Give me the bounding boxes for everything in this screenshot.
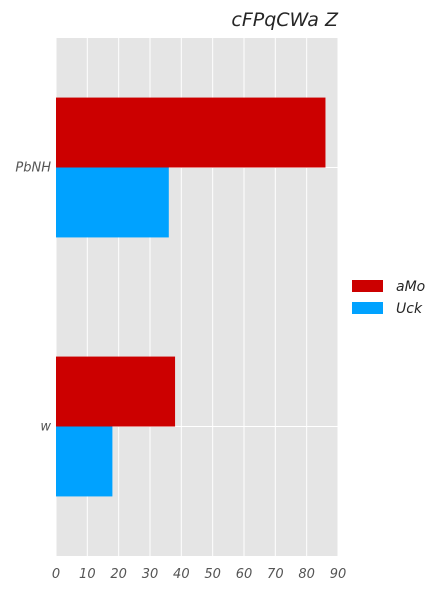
x-tick-label: 60 <box>236 567 253 582</box>
legend-swatch-Uck <box>352 302 383 314</box>
x-tick-label: 10 <box>79 567 96 582</box>
y-tick-label: PbNH <box>15 161 51 176</box>
legend: aMo Uck <box>352 279 425 317</box>
x-tick-label: 40 <box>173 567 190 582</box>
legend-swatch-aMo <box>352 280 383 292</box>
y-tick-label: w <box>40 420 51 435</box>
legend-label-Uck: Uck <box>396 301 423 317</box>
x-tick-label: 20 <box>110 567 127 582</box>
bars <box>56 97 326 497</box>
x-tick-label: 70 <box>267 567 284 582</box>
chart-title: cFPqCWa Z <box>231 9 339 31</box>
bar-aMo-PbNH <box>56 97 326 168</box>
x-axis: 0 10 20 30 40 50 60 70 80 90 <box>52 567 346 582</box>
x-tick-label: 30 <box>142 567 159 582</box>
x-tick-label: 90 <box>330 567 347 582</box>
x-tick-label: 50 <box>204 567 221 582</box>
legend-label-aMo: aMo <box>396 279 425 295</box>
bar-Uck-w <box>56 426 113 497</box>
bar-Uck-PbNH <box>56 167 169 238</box>
bar-aMo-w <box>56 356 176 427</box>
y-axis: w PbNH <box>15 161 51 435</box>
x-tick-label: 80 <box>298 567 315 582</box>
x-tick-label: 0 <box>52 567 60 582</box>
